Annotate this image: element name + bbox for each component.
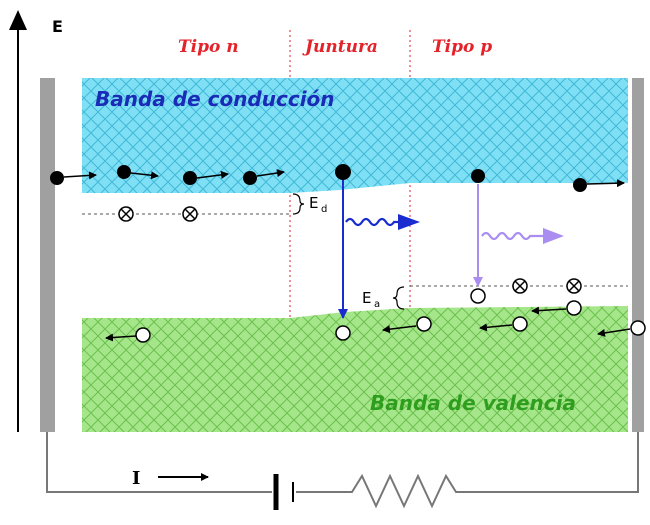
electron-2 (117, 165, 159, 180)
photon-blue (345, 217, 411, 227)
electron-4 (243, 169, 285, 185)
external-circuit: I (46, 432, 639, 510)
hole-right (597, 320, 646, 337)
photon-blue-head (398, 214, 420, 230)
current-label: I (132, 468, 140, 489)
energy-axis: E (9, 10, 63, 432)
electron-p (471, 169, 485, 183)
hole-p-3 (531, 300, 582, 316)
electron-junction (335, 164, 351, 180)
region-label-n: Tipo n (178, 37, 239, 57)
photon-violet (481, 231, 550, 241)
electron-3 (183, 170, 229, 185)
electron-right (573, 178, 625, 192)
hole-p-2 (479, 316, 528, 332)
acceptor-brace (392, 286, 405, 310)
region-label-p: Tipo p (432, 37, 492, 57)
resistor (296, 432, 639, 509)
conduction-band (82, 78, 628, 193)
acceptor-ion-2 (566, 278, 582, 294)
axis-arrow-icon (9, 10, 27, 30)
acceptor-level-sub: a (374, 299, 380, 310)
hole-p-1 (382, 316, 432, 334)
donor-ion-1 (118, 206, 134, 222)
hole-p-acceptor (470, 288, 486, 304)
acceptor-ion-1 (512, 278, 528, 294)
energy-axis-label: E (52, 17, 63, 36)
hole-junction (335, 325, 351, 341)
conduction-band-label: Banda de conducción (95, 87, 335, 111)
donor-ion-2 (182, 206, 198, 222)
donor-level-sub: d (321, 204, 327, 215)
acceptor-level-label: E (362, 289, 371, 307)
region-label-junction: Juntura (302, 37, 378, 57)
valence-band-label: Banda de valencia (370, 391, 576, 415)
donor-level-label: E (309, 194, 318, 212)
electron-1 (50, 171, 97, 185)
valence-band (82, 306, 628, 432)
right-electrode (632, 78, 644, 432)
left-electrode (40, 78, 55, 432)
hole-left (105, 327, 151, 343)
photon-violet-head (543, 228, 564, 244)
donor-brace (292, 193, 305, 215)
